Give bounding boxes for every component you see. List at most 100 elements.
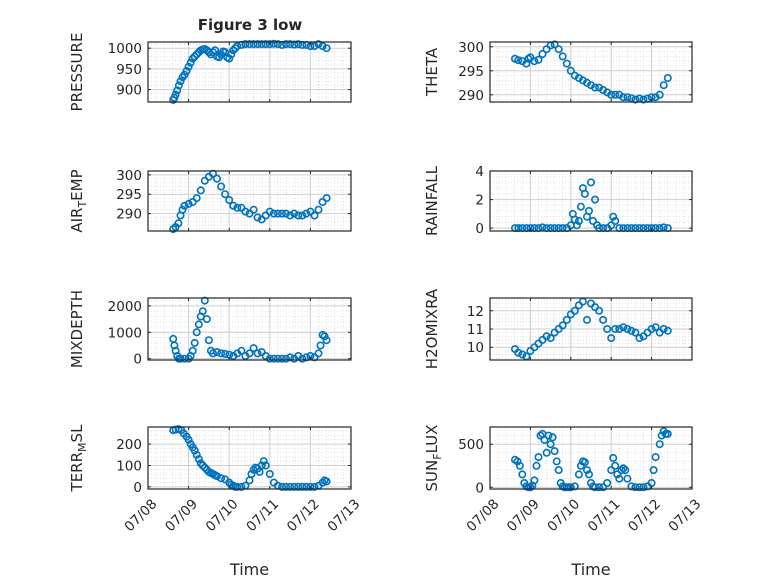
data-point <box>257 40 266 49</box>
x-axis-label: Time <box>570 560 610 579</box>
data-point <box>603 478 612 487</box>
y-axis-label: RAINFALL <box>423 165 441 236</box>
data-point <box>198 461 207 470</box>
data-point <box>663 429 672 438</box>
data-point <box>213 348 222 357</box>
data-point <box>607 90 616 99</box>
data-point <box>184 435 193 444</box>
x-tick-label: 07/12 <box>284 496 323 535</box>
y-axis-label-main: TERR <box>68 452 86 493</box>
data-point <box>302 209 311 218</box>
data-point <box>314 349 323 358</box>
data-point <box>241 207 250 216</box>
data-point <box>609 453 618 462</box>
x-tick-label: 07/11 <box>585 496 624 535</box>
data-point <box>277 482 286 491</box>
data-point <box>659 324 668 333</box>
data-point <box>320 332 329 341</box>
y-axis-label-main: H2OMIXRA <box>423 288 441 369</box>
data-point <box>514 56 523 65</box>
y-axis-label-main: RAINFALL <box>423 165 441 236</box>
data-point <box>595 483 604 492</box>
y-tick-label: 300 <box>116 168 142 184</box>
data-point <box>574 470 583 479</box>
data-point <box>546 334 555 343</box>
data-point <box>237 346 246 355</box>
subplot-theta: 290 295 300 THETA <box>423 40 693 104</box>
data-point <box>286 482 295 491</box>
y-axis-label: THETA <box>423 47 441 97</box>
data-point <box>281 482 290 491</box>
y-tick-label: 295 <box>116 187 142 203</box>
data-point <box>229 46 238 55</box>
data-point <box>548 433 557 442</box>
data-point <box>518 470 527 479</box>
data-point <box>169 334 178 343</box>
data-point <box>590 483 599 492</box>
y-axis-label-main: SUN <box>423 460 441 492</box>
data-point <box>265 469 274 478</box>
data-point <box>170 341 179 350</box>
data-point <box>655 440 664 449</box>
y-tick-label: 300 <box>458 40 484 56</box>
data-point <box>655 90 664 99</box>
data-point <box>231 44 240 53</box>
y-tick-label: 200 <box>116 437 142 453</box>
data-point <box>281 209 290 218</box>
data-point <box>590 83 599 92</box>
data-point <box>566 66 575 75</box>
data-point <box>530 476 539 485</box>
y-tick-label: 4 <box>475 164 484 180</box>
data-point <box>298 211 307 220</box>
y-axis-label-tail: SL <box>68 424 86 443</box>
data-point <box>554 45 563 54</box>
data-point <box>659 81 668 90</box>
data-point <box>322 477 331 486</box>
data-point <box>316 341 325 350</box>
data-point <box>245 209 254 218</box>
y-tick-label: 1000 <box>108 325 142 341</box>
data-point <box>209 48 218 57</box>
data-point <box>538 49 547 58</box>
data-point <box>534 55 543 64</box>
data-point <box>613 470 622 479</box>
data-point <box>225 54 234 63</box>
data-point <box>213 472 222 481</box>
data-point <box>245 476 254 485</box>
data-point <box>558 321 567 330</box>
data-point <box>663 74 672 83</box>
data-point <box>619 93 628 102</box>
data-point <box>617 466 626 475</box>
data-point <box>611 90 620 99</box>
axes-box <box>147 297 352 361</box>
subplot-sun-flux: 0 500 07/08 07/09 07/10 07/11 07/12 07/13 Time SU… <box>423 425 704 579</box>
data-point <box>623 93 632 102</box>
data-point <box>213 174 222 183</box>
data-point <box>582 315 591 324</box>
data-point <box>180 201 189 210</box>
data-point <box>306 207 315 216</box>
data-point <box>306 482 315 491</box>
data-point <box>171 90 180 99</box>
data-point <box>294 482 303 491</box>
data-point <box>582 466 591 475</box>
data-point <box>182 67 191 76</box>
data-point <box>515 461 524 470</box>
data-point <box>554 466 563 475</box>
data-point <box>253 40 262 49</box>
y-tick-label: 295 <box>458 64 484 80</box>
data-point <box>586 178 595 187</box>
data-point <box>588 217 597 226</box>
data-point <box>217 474 226 483</box>
y-tick-label: 900 <box>116 83 142 99</box>
y-tick-label: 12 <box>467 304 484 320</box>
data-point <box>192 328 201 337</box>
data-point <box>322 44 331 53</box>
data-point <box>576 202 585 211</box>
data-point <box>277 209 286 218</box>
data-point <box>542 448 551 457</box>
data-point <box>178 205 187 214</box>
y-tick-label: 10 <box>467 340 484 356</box>
y-axis-label: PRESSURE <box>68 33 86 112</box>
